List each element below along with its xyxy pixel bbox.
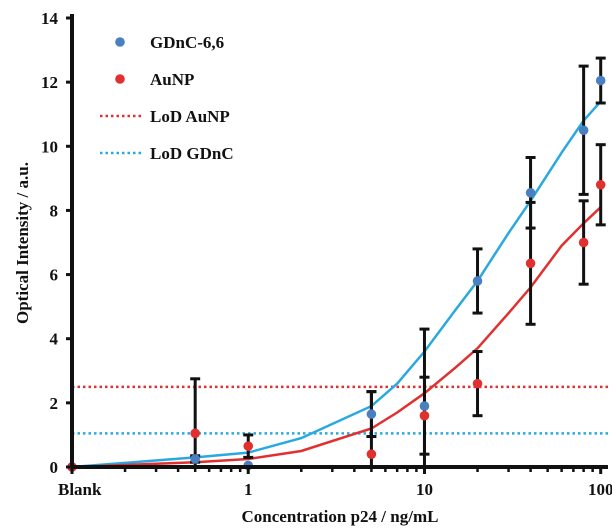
x-tick-label: 1 xyxy=(244,480,253,499)
error-bars xyxy=(190,56,606,469)
legend-item: GDnC-6,6 xyxy=(115,33,224,52)
y-tick-label: 2 xyxy=(50,394,59,413)
legend-label: GDnC-6,6 xyxy=(150,33,224,52)
legend-item: LoD GDnC xyxy=(100,144,234,163)
data-point-gdnc-6-6 xyxy=(190,454,200,464)
fit-curves xyxy=(71,100,602,469)
error-bar xyxy=(190,377,201,469)
data-point-gdnc-6-6 xyxy=(525,187,536,198)
fit-curve-0 xyxy=(71,100,602,469)
y-tick-label: 0 xyxy=(50,458,59,477)
data-point-aunp xyxy=(190,428,200,439)
y-tick-label: 8 xyxy=(50,201,59,220)
y-tick-label: 6 xyxy=(50,266,59,285)
data-point-gdnc-6-6 xyxy=(472,276,483,286)
reference-lines xyxy=(72,385,608,435)
legend-label: LoD GDnC xyxy=(150,144,234,163)
legend-marker xyxy=(115,74,125,84)
data-point-aunp xyxy=(366,449,377,459)
data-point-aunp xyxy=(578,237,589,248)
legend: GDnC-6,6 AuNP LoD AuNP LoD GDnC xyxy=(100,33,234,163)
y-tick-label: 12 xyxy=(41,73,58,92)
x-tick-label: 10 xyxy=(416,480,433,499)
x-tick-label: Blank xyxy=(58,480,102,499)
data-point-gdnc-6-6 xyxy=(595,75,606,86)
data-point-gdnc-6-6 xyxy=(578,125,589,136)
y-axis-title: Optical Intensity / a.u. xyxy=(13,162,32,324)
legend-label: AuNP xyxy=(150,70,194,89)
axes: 0 2 4 6 8 10 12 14 Blank 1 10 100 xyxy=(41,9,612,499)
legend-marker xyxy=(115,37,125,47)
data-point-aunp xyxy=(243,441,254,451)
x-tick-label: 100 xyxy=(588,480,612,499)
y-tick-label: 14 xyxy=(41,9,59,28)
legend-label: LoD AuNP xyxy=(150,107,230,126)
y-tick-label: 4 xyxy=(50,330,59,349)
legend-item: AuNP xyxy=(115,70,194,89)
data-point-aunp xyxy=(419,410,430,421)
data-point-aunp xyxy=(595,179,606,190)
data-point-gdnc-6-6 xyxy=(366,409,377,419)
x-axis-title: Concentration p24 / ng/mL xyxy=(242,507,439,526)
data-point-aunp xyxy=(525,258,536,269)
legend-item: LoD AuNP xyxy=(100,107,230,126)
data-point-gdnc-6-6 xyxy=(419,401,430,411)
data-points xyxy=(67,75,606,472)
fit-curve-1 xyxy=(71,206,602,469)
data-point-aunp xyxy=(472,378,483,389)
y-tick-label: 10 xyxy=(41,137,58,156)
